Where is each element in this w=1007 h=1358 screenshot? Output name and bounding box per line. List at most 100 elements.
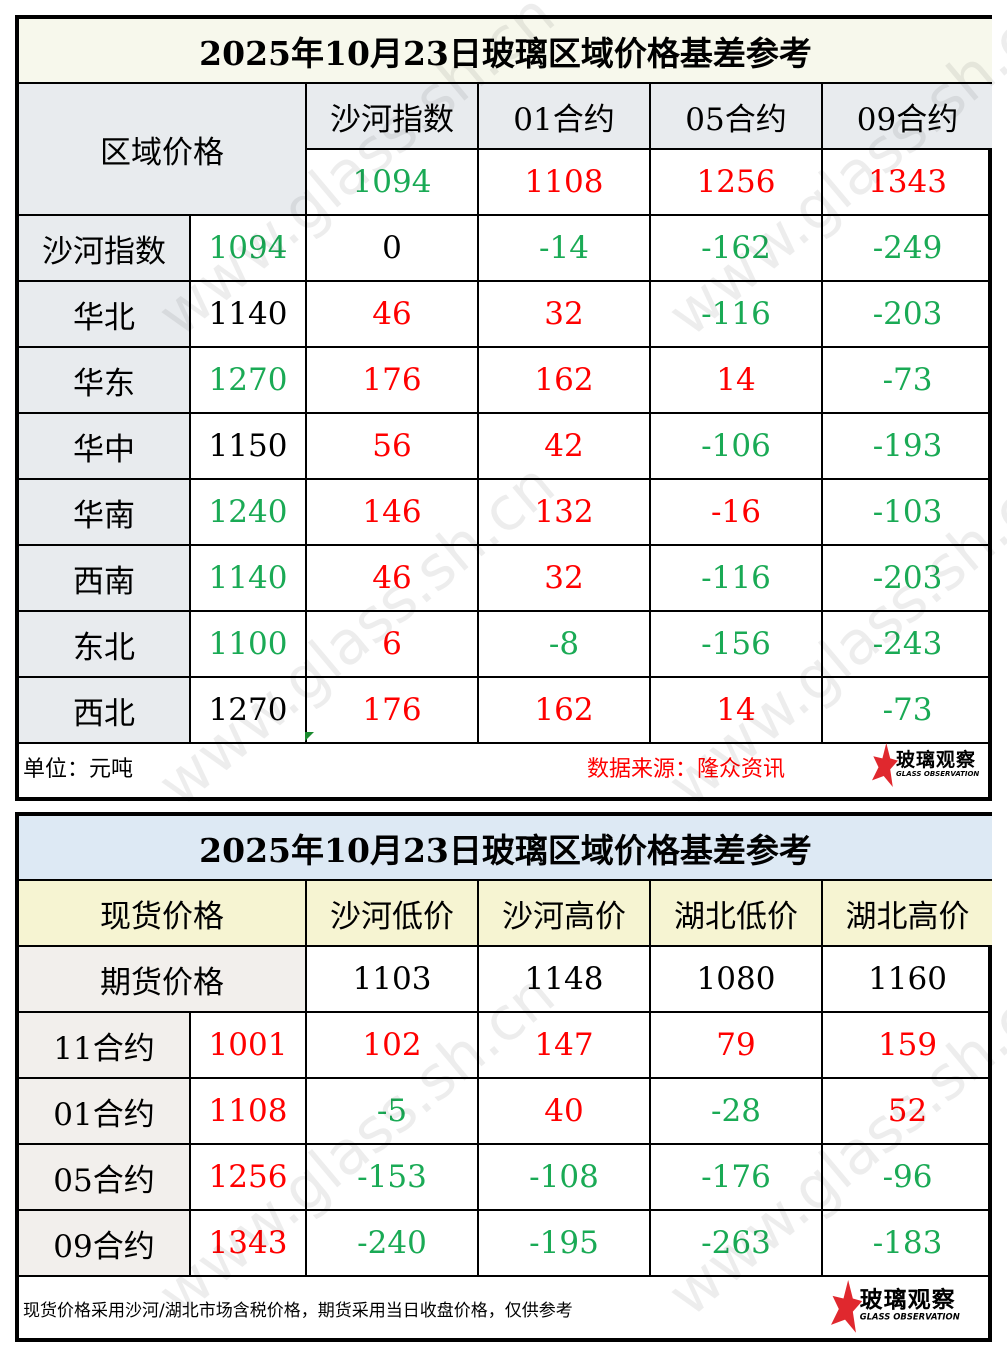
data-source-label: 数据来源：隆众资讯	[587, 757, 786, 782]
basis-value: -203	[820, 544, 993, 612]
region-label: 西北	[19, 676, 191, 744]
table-row: 09合约 1343 -240 -195 -263 -183	[19, 1209, 993, 1277]
contract-label: 05合约	[19, 1143, 191, 1211]
table-title: 2025年10月23日玻璃区域价格基差参考	[19, 19, 993, 84]
basis-value: 176	[305, 676, 479, 744]
basis-value: -195	[477, 1209, 651, 1277]
basis-value: 0	[305, 214, 479, 282]
region-label: 华东	[19, 346, 191, 414]
contract-price: 1343	[189, 1209, 307, 1277]
basis-value: -249	[820, 214, 993, 282]
table-row: 华南 1240 146 132 -16 -103	[19, 478, 993, 546]
table-row: 华中 1150 56 42 -106 -193	[19, 412, 993, 480]
table-row: 西南 1140 46 32 -116 -203	[19, 544, 993, 612]
basis-value: -5	[305, 1077, 479, 1145]
spot-price-label: 现货价格	[19, 879, 307, 947]
table-footer: 现货价格采用沙河/湖北市场含税价格，期货采用当日收盘价格，仅供参考 玻璃观察 G…	[19, 1276, 988, 1338]
basis-value: -183	[820, 1209, 993, 1277]
glass-observation-logo: 玻璃观察 GLASS OBSERVATION	[872, 743, 984, 787]
contract-price: 1108	[189, 1077, 307, 1145]
futures-price-label: 期货价格	[19, 945, 307, 1013]
table-row: 01合约 1108 -5 40 -28 52	[19, 1077, 993, 1145]
spot-futures-basis-table-panel: 2025年10月23日玻璃区域价格基差参考 现货价格 沙河低价 沙河高价 湖北低…	[15, 812, 993, 1342]
column-header: 01合约	[477, 82, 651, 150]
region-price: 1100	[189, 610, 307, 678]
futures-price-value: 1256	[649, 148, 823, 216]
column-header: 05合约	[649, 82, 823, 150]
table-row: 华东 1270 176 162 14 -73	[19, 346, 993, 414]
basis-value: -203	[820, 280, 993, 348]
basis-value: -73	[820, 676, 993, 744]
contract-price: 1001	[189, 1011, 307, 1079]
region-label: 华南	[19, 478, 191, 546]
region-price: 1270	[189, 676, 307, 744]
basis-value: 46	[305, 544, 479, 612]
star-icon	[872, 743, 898, 787]
region-label: 东北	[19, 610, 191, 678]
basis-value: 162	[477, 676, 651, 744]
spot-futures-basis-table: 2025年10月23日玻璃区域价格基差参考 现货价格 沙河低价 沙河高价 湖北低…	[19, 816, 993, 1277]
basis-value: 102	[305, 1011, 479, 1079]
basis-value: 159	[820, 1011, 993, 1079]
table-row: 11合约 1001 102 147 79 159	[19, 1011, 993, 1079]
region-price: 1240	[189, 478, 307, 546]
column-header: 沙河低价	[305, 879, 479, 947]
basis-value: 14	[649, 676, 823, 744]
basis-value: -116	[649, 544, 823, 612]
regional-basis-table-panel: 2025年10月23日玻璃区域价格基差参考 区域价格 沙河指数 01合约 05合…	[15, 15, 993, 801]
basis-value: 162	[477, 346, 651, 414]
column-header: 沙河高价	[477, 879, 651, 947]
spot-price-value: 1080	[649, 945, 823, 1013]
column-header: 09合约	[820, 82, 993, 150]
basis-value: 42	[477, 412, 651, 480]
region-price: 1140	[189, 280, 307, 348]
basis-value: -108	[477, 1143, 651, 1211]
futures-price-value: 1108	[477, 148, 651, 216]
basis-value: 52	[820, 1077, 993, 1145]
table-row: 沙河指数 1094 0 -14 -162 -249	[19, 214, 993, 282]
basis-value: -14	[477, 214, 651, 282]
table-row: 华北 1140 46 32 -116 -203	[19, 280, 993, 348]
futures-price-value: 1343	[820, 148, 993, 216]
basis-value: -73	[820, 346, 993, 414]
contract-label: 11合约	[19, 1011, 191, 1079]
spot-price-value: 1160	[820, 945, 993, 1013]
glass-observation-logo: 玻璃观察 GLASS OBSERVATION	[831, 1280, 965, 1333]
basis-value: -263	[649, 1209, 823, 1277]
basis-value: -16	[649, 478, 823, 546]
spot-price-value: 1103	[305, 945, 479, 1013]
region-price: 1150	[189, 412, 307, 480]
basis-value: 6	[305, 610, 479, 678]
table-row: 西北 1270 176 162 14 -73	[19, 676, 993, 744]
unit-label: 单位：元吨	[23, 757, 134, 782]
basis-value: 132	[477, 478, 651, 546]
basis-value: 14	[649, 346, 823, 414]
contract-price: 1256	[189, 1143, 307, 1211]
region-label: 华中	[19, 412, 191, 480]
basis-value: 32	[477, 544, 651, 612]
basis-value: -116	[649, 280, 823, 348]
basis-value: 46	[305, 280, 479, 348]
column-header: 湖北低价	[649, 879, 823, 947]
footnote: 现货价格采用沙河/湖北市场含税价格，期货采用当日收盘价格，仅供参考	[23, 1301, 573, 1321]
basis-value: -243	[820, 610, 993, 678]
basis-value: 32	[477, 280, 651, 348]
basis-value: -193	[820, 412, 993, 480]
basis-value: -240	[305, 1209, 479, 1277]
table-row: 05合约 1256 -153 -108 -176 -96	[19, 1143, 993, 1211]
star-icon	[831, 1280, 863, 1333]
spot-price-value: 1148	[477, 945, 651, 1013]
basis-value: -176	[649, 1143, 823, 1211]
basis-value: -103	[820, 478, 993, 546]
region-price: 1094	[189, 214, 307, 282]
basis-value: -106	[649, 412, 823, 480]
table-footer: 单位：元吨 数据来源：隆众资讯 玻璃观察 GLASS OBSERVATION	[19, 732, 988, 797]
basis-value: -28	[649, 1077, 823, 1145]
column-header: 湖北高价	[820, 879, 993, 947]
region-price: 1270	[189, 346, 307, 414]
cell-comment-marker-icon	[305, 732, 314, 741]
table-title: 2025年10月23日玻璃区域价格基差参考	[19, 816, 993, 881]
basis-value: -96	[820, 1143, 993, 1211]
regional-basis-table: 2025年10月23日玻璃区域价格基差参考 区域价格 沙河指数 01合约 05合…	[19, 19, 993, 744]
basis-value: -153	[305, 1143, 479, 1211]
